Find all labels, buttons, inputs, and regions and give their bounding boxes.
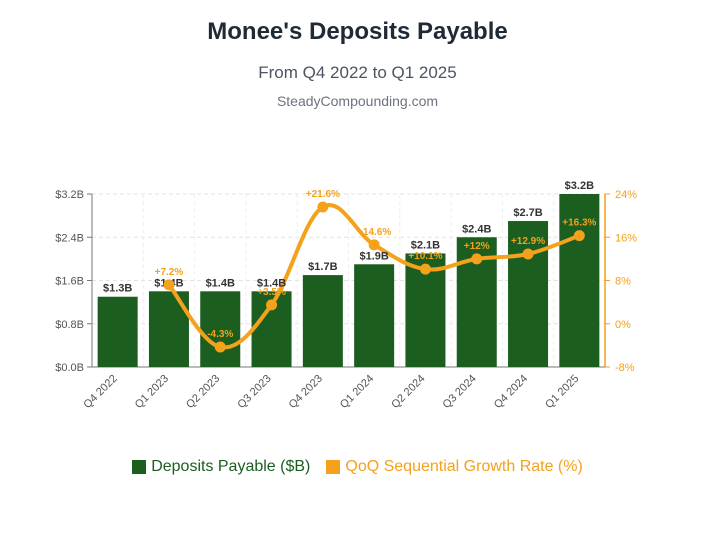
y-right-tick-label: 16%	[615, 232, 637, 244]
growth-value-label: +10.1%	[408, 251, 442, 262]
legend-swatch-bars	[132, 460, 147, 474]
chart-subtitle: From Q4 2022 to Q1 2025	[258, 63, 457, 82]
growth-value-label: +3.5%	[257, 287, 286, 298]
growth-series-line	[166, 203, 582, 350]
bar	[559, 194, 600, 367]
growth-point	[522, 248, 534, 260]
x-tick-label: Q3 2023	[235, 373, 273, 411]
growth-value-label: +12.9%	[511, 236, 545, 247]
x-tick-label: Q1 2024	[338, 373, 376, 411]
y-left-tick-label: $0.8B	[55, 319, 84, 331]
bar	[302, 275, 343, 367]
y-left-tick-label: $3.2B	[55, 189, 84, 201]
legend-label-bars: Deposits Payable ($B)	[151, 458, 311, 475]
chart-legend: Deposits Payable ($B) QoQ Sequential Gro…	[0, 458, 715, 476]
bar-value-label: $1.4B	[206, 277, 235, 289]
growth-value-label: -4.3%	[207, 329, 233, 340]
bar	[354, 264, 395, 367]
bar	[97, 296, 138, 367]
x-tick-label: Q4 2022	[81, 373, 119, 411]
y-right-tick-label: -8%	[615, 362, 635, 374]
y-left-tick-label: $1.6B	[55, 276, 84, 288]
y-left-tick-label: $0.0B	[55, 362, 84, 374]
legend-item-line[interactable]: QoQ Sequential Growth Rate (%)	[326, 458, 583, 476]
growth-point	[368, 239, 380, 251]
growth-point	[266, 299, 278, 311]
bar-value-label: $1.3B	[103, 283, 132, 295]
bar-value-label: $2.1B	[411, 239, 440, 251]
bar	[200, 291, 241, 367]
x-tick-label: Q2 2023	[184, 373, 222, 411]
growth-value-label: +7.2%	[155, 267, 184, 278]
bar-value-label: $1.7B	[308, 261, 337, 273]
growth-point	[419, 263, 431, 275]
y-left-tick-label: $2.4B	[55, 232, 84, 244]
growth-value-label: +16.3%	[562, 218, 596, 229]
bar-value-label: $2.7B	[513, 207, 542, 219]
growth-value-label: +14.6%	[357, 227, 391, 238]
growth-point	[214, 341, 226, 353]
chart-source: SteadyCompounding.com	[276, 93, 439, 109]
x-tick-label: Q1 2025	[543, 373, 581, 411]
y-right-tick-label: 0%	[615, 319, 631, 331]
x-tick-label: Q1 2023	[133, 373, 171, 411]
growth-point	[573, 230, 585, 242]
growth-value-label: +12%	[464, 241, 490, 252]
bar-value-label: $2.4B	[462, 223, 491, 235]
y-right-tick-label: 8%	[615, 276, 631, 288]
growth-point	[163, 279, 175, 291]
legend-item-bars[interactable]: Deposits Payable ($B)	[132, 458, 310, 476]
x-tick-label: Q2 2024	[389, 373, 427, 411]
growth-point	[471, 253, 483, 265]
chart-title: Monee's Deposits Payable	[207, 18, 508, 45]
growth-value-label: +21.6%	[306, 189, 340, 200]
legend-label-line: QoQ Sequential Growth Rate (%)	[345, 458, 583, 475]
bar-value-label: $1.9B	[359, 250, 388, 262]
bar-value-label: $1.4B	[257, 277, 286, 289]
bar	[508, 221, 549, 367]
y-right-tick-label: 24%	[615, 189, 637, 201]
x-tick-label: Q4 2024	[492, 373, 530, 411]
x-tick-label: Q3 2024	[441, 373, 479, 411]
bar-value-label: $3.2B	[565, 180, 594, 192]
x-tick-label: Q4 2023	[287, 373, 325, 411]
growth-point	[317, 201, 329, 213]
legend-swatch-line	[326, 460, 341, 474]
